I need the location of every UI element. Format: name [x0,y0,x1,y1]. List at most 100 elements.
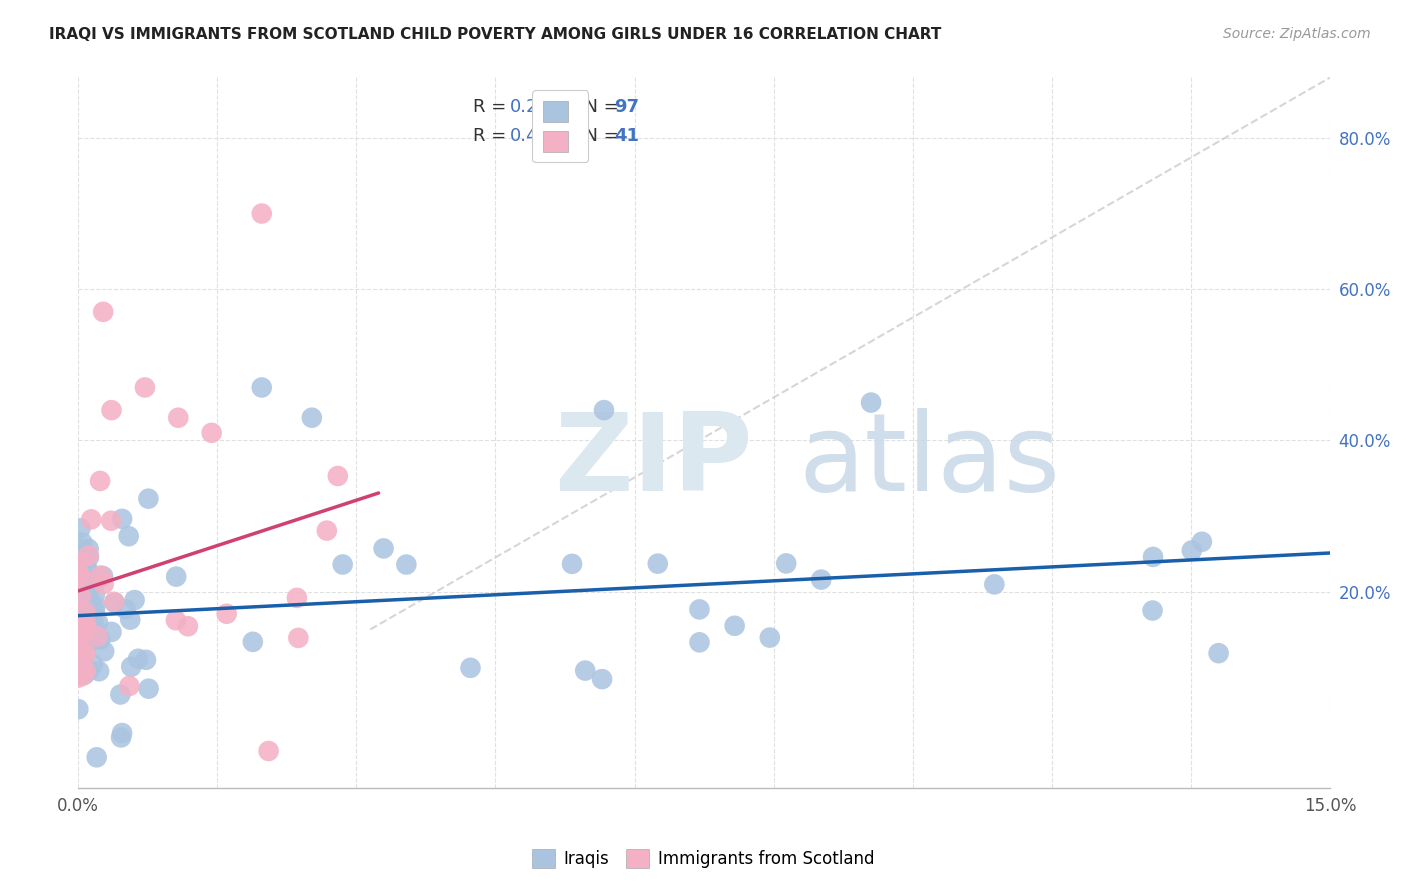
Point [165,569,187,583]
Point [87,664,110,678]
Point [67,599,90,613]
Point [1181,543,1204,558]
Point [326,469,349,483]
Point [124,593,146,607]
Point [67,591,90,605]
Point [285,591,308,605]
Point [1191,534,1213,549]
Point [103,595,125,609]
Point [72,598,94,612]
Point [118,679,141,693]
Point [82,657,104,672]
Point [593,403,616,417]
Point [75,639,97,653]
Point [257,744,280,758]
Point [83,588,105,602]
Point [75,615,97,629]
Point [75,665,97,679]
Point [983,577,1005,591]
Point [69,521,91,535]
Point [460,661,482,675]
Point [120,613,142,627]
Point [72,669,94,683]
Text: 0.249: 0.249 [510,98,561,116]
Point [1208,646,1230,660]
Point [67,622,90,636]
Point [100,624,122,639]
Point [689,635,711,649]
Point [83,615,105,629]
Text: atlas: atlas [799,409,1060,515]
Point [104,596,127,610]
Point [135,653,157,667]
Point [75,611,97,625]
Point [67,585,90,599]
Point [72,657,94,671]
Point [75,606,97,620]
Point [111,726,134,740]
Point [83,578,105,592]
Point [67,622,90,636]
Point [67,605,90,619]
Point [647,557,669,571]
Point [72,657,94,671]
Point [810,573,832,587]
Point [67,567,90,582]
Point [77,550,100,565]
Point [591,672,613,686]
Point [76,582,98,597]
Point [75,646,97,660]
Point [91,569,114,583]
Point [177,619,200,633]
Point [70,648,93,663]
Point [76,562,98,576]
Point [73,573,96,587]
Point [89,474,111,488]
Point [118,529,141,543]
Point [67,599,90,613]
Point [250,206,273,220]
Point [395,558,418,572]
Point [84,599,107,613]
Point [332,558,354,572]
Point [138,681,160,696]
Point [70,548,93,562]
Point [120,660,142,674]
Point [91,305,114,319]
Point [111,512,134,526]
Point [84,603,107,617]
Point [93,644,115,658]
Text: ZIP: ZIP [554,409,752,515]
Point [1142,603,1164,617]
Point [67,664,90,678]
Point [860,395,883,409]
Point [77,541,100,556]
Text: N =: N = [572,127,624,145]
Text: 0.461: 0.461 [510,127,561,145]
Point [138,491,160,506]
Point [215,607,238,621]
Point [724,619,747,633]
Point [79,634,101,648]
Point [73,590,96,604]
Text: R =: R = [472,127,512,145]
Point [100,403,122,417]
Point [86,629,108,643]
Point [165,613,187,627]
Point [80,602,103,616]
Point [67,626,90,640]
Point [574,664,596,678]
Point [110,731,132,745]
Point [89,632,111,647]
Point [73,605,96,619]
Point [69,620,91,634]
Point [90,568,112,582]
Point [127,652,149,666]
Point [73,667,96,681]
Point [77,599,100,614]
Point [75,665,97,679]
Point [79,664,101,678]
Point [70,618,93,632]
Point [72,535,94,549]
Point [67,551,90,566]
